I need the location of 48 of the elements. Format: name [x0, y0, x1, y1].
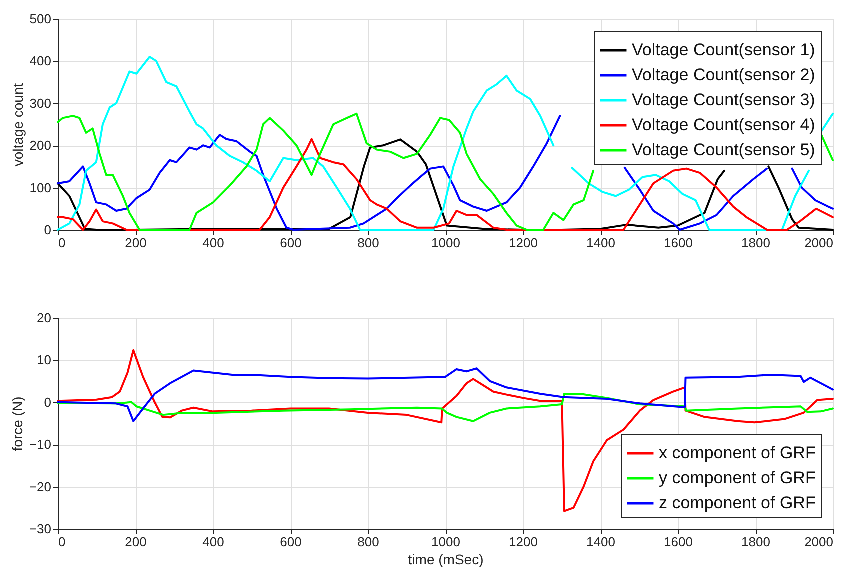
y-tick-label: −30: [29, 522, 52, 536]
x-tick-label: 200: [125, 534, 147, 550]
x-tick-label: 0: [58, 534, 66, 550]
y-tick-label: 10: [37, 352, 52, 368]
x-tick-label: 1600: [664, 236, 693, 250]
y-tick-label: 0: [44, 394, 52, 410]
x-tick-label: 800: [358, 534, 380, 550]
x-tick-label: 0: [58, 236, 66, 250]
line-series: [57, 368, 834, 422]
line-series: [57, 392, 834, 422]
y-tick-label: 300: [30, 96, 52, 111]
y-tick-label: 20: [37, 310, 52, 326]
x-tick-label: 1800: [742, 236, 770, 250]
legend-label: x component of GRF: [659, 444, 816, 462]
x-tick-label: 1200: [509, 534, 538, 550]
x-axis-title: time (mSec): [408, 552, 484, 568]
x-tick-label: 1200: [509, 236, 538, 250]
x-tick-label: 600: [280, 236, 302, 250]
x-tick-label: 800: [358, 236, 380, 250]
x-tick-label: 1400: [586, 534, 616, 550]
y-tick-label: 400: [30, 54, 52, 69]
legend-label: y component of GRF: [659, 468, 816, 488]
y-axis-title: voltage count: [10, 83, 26, 167]
line-series: [57, 349, 834, 512]
x-tick-label: 400: [202, 534, 224, 550]
y-tick-label: −10: [29, 437, 52, 452]
x-tick-label: 2000: [804, 534, 834, 550]
x-tick-label: 1000: [432, 534, 460, 550]
x-tick-label: 1800: [742, 534, 770, 550]
legend-label: Voltage Count(sensor 4): [632, 116, 816, 134]
x-tick-label: 400: [202, 236, 224, 250]
y-tick-label: −20: [29, 479, 52, 494]
legend-label: Voltage Count(sensor 1): [632, 40, 816, 60]
y-tick-label: 100: [30, 180, 52, 196]
legend-label: Voltage Count(sensor 2): [632, 66, 816, 84]
legend-label: Voltage Count(sensor 3): [632, 90, 816, 110]
legend-label: z component of GRF: [659, 494, 816, 512]
y-tick-label: 500: [30, 12, 52, 26]
x-tick-label: 600: [280, 534, 302, 550]
x-tick-label: 1600: [664, 534, 693, 550]
y-tick-label: 0: [44, 222, 52, 238]
x-tick-label: 200: [125, 236, 147, 250]
x-tick-label: 1000: [432, 236, 460, 250]
x-tick-label: 2000: [804, 236, 834, 250]
y-axis-title: force (N): [9, 396, 26, 452]
y-tick-label: 200: [30, 138, 52, 154]
legend-label: Voltage Count(sensor 5): [632, 140, 816, 160]
x-tick-label: 1400: [586, 236, 616, 250]
